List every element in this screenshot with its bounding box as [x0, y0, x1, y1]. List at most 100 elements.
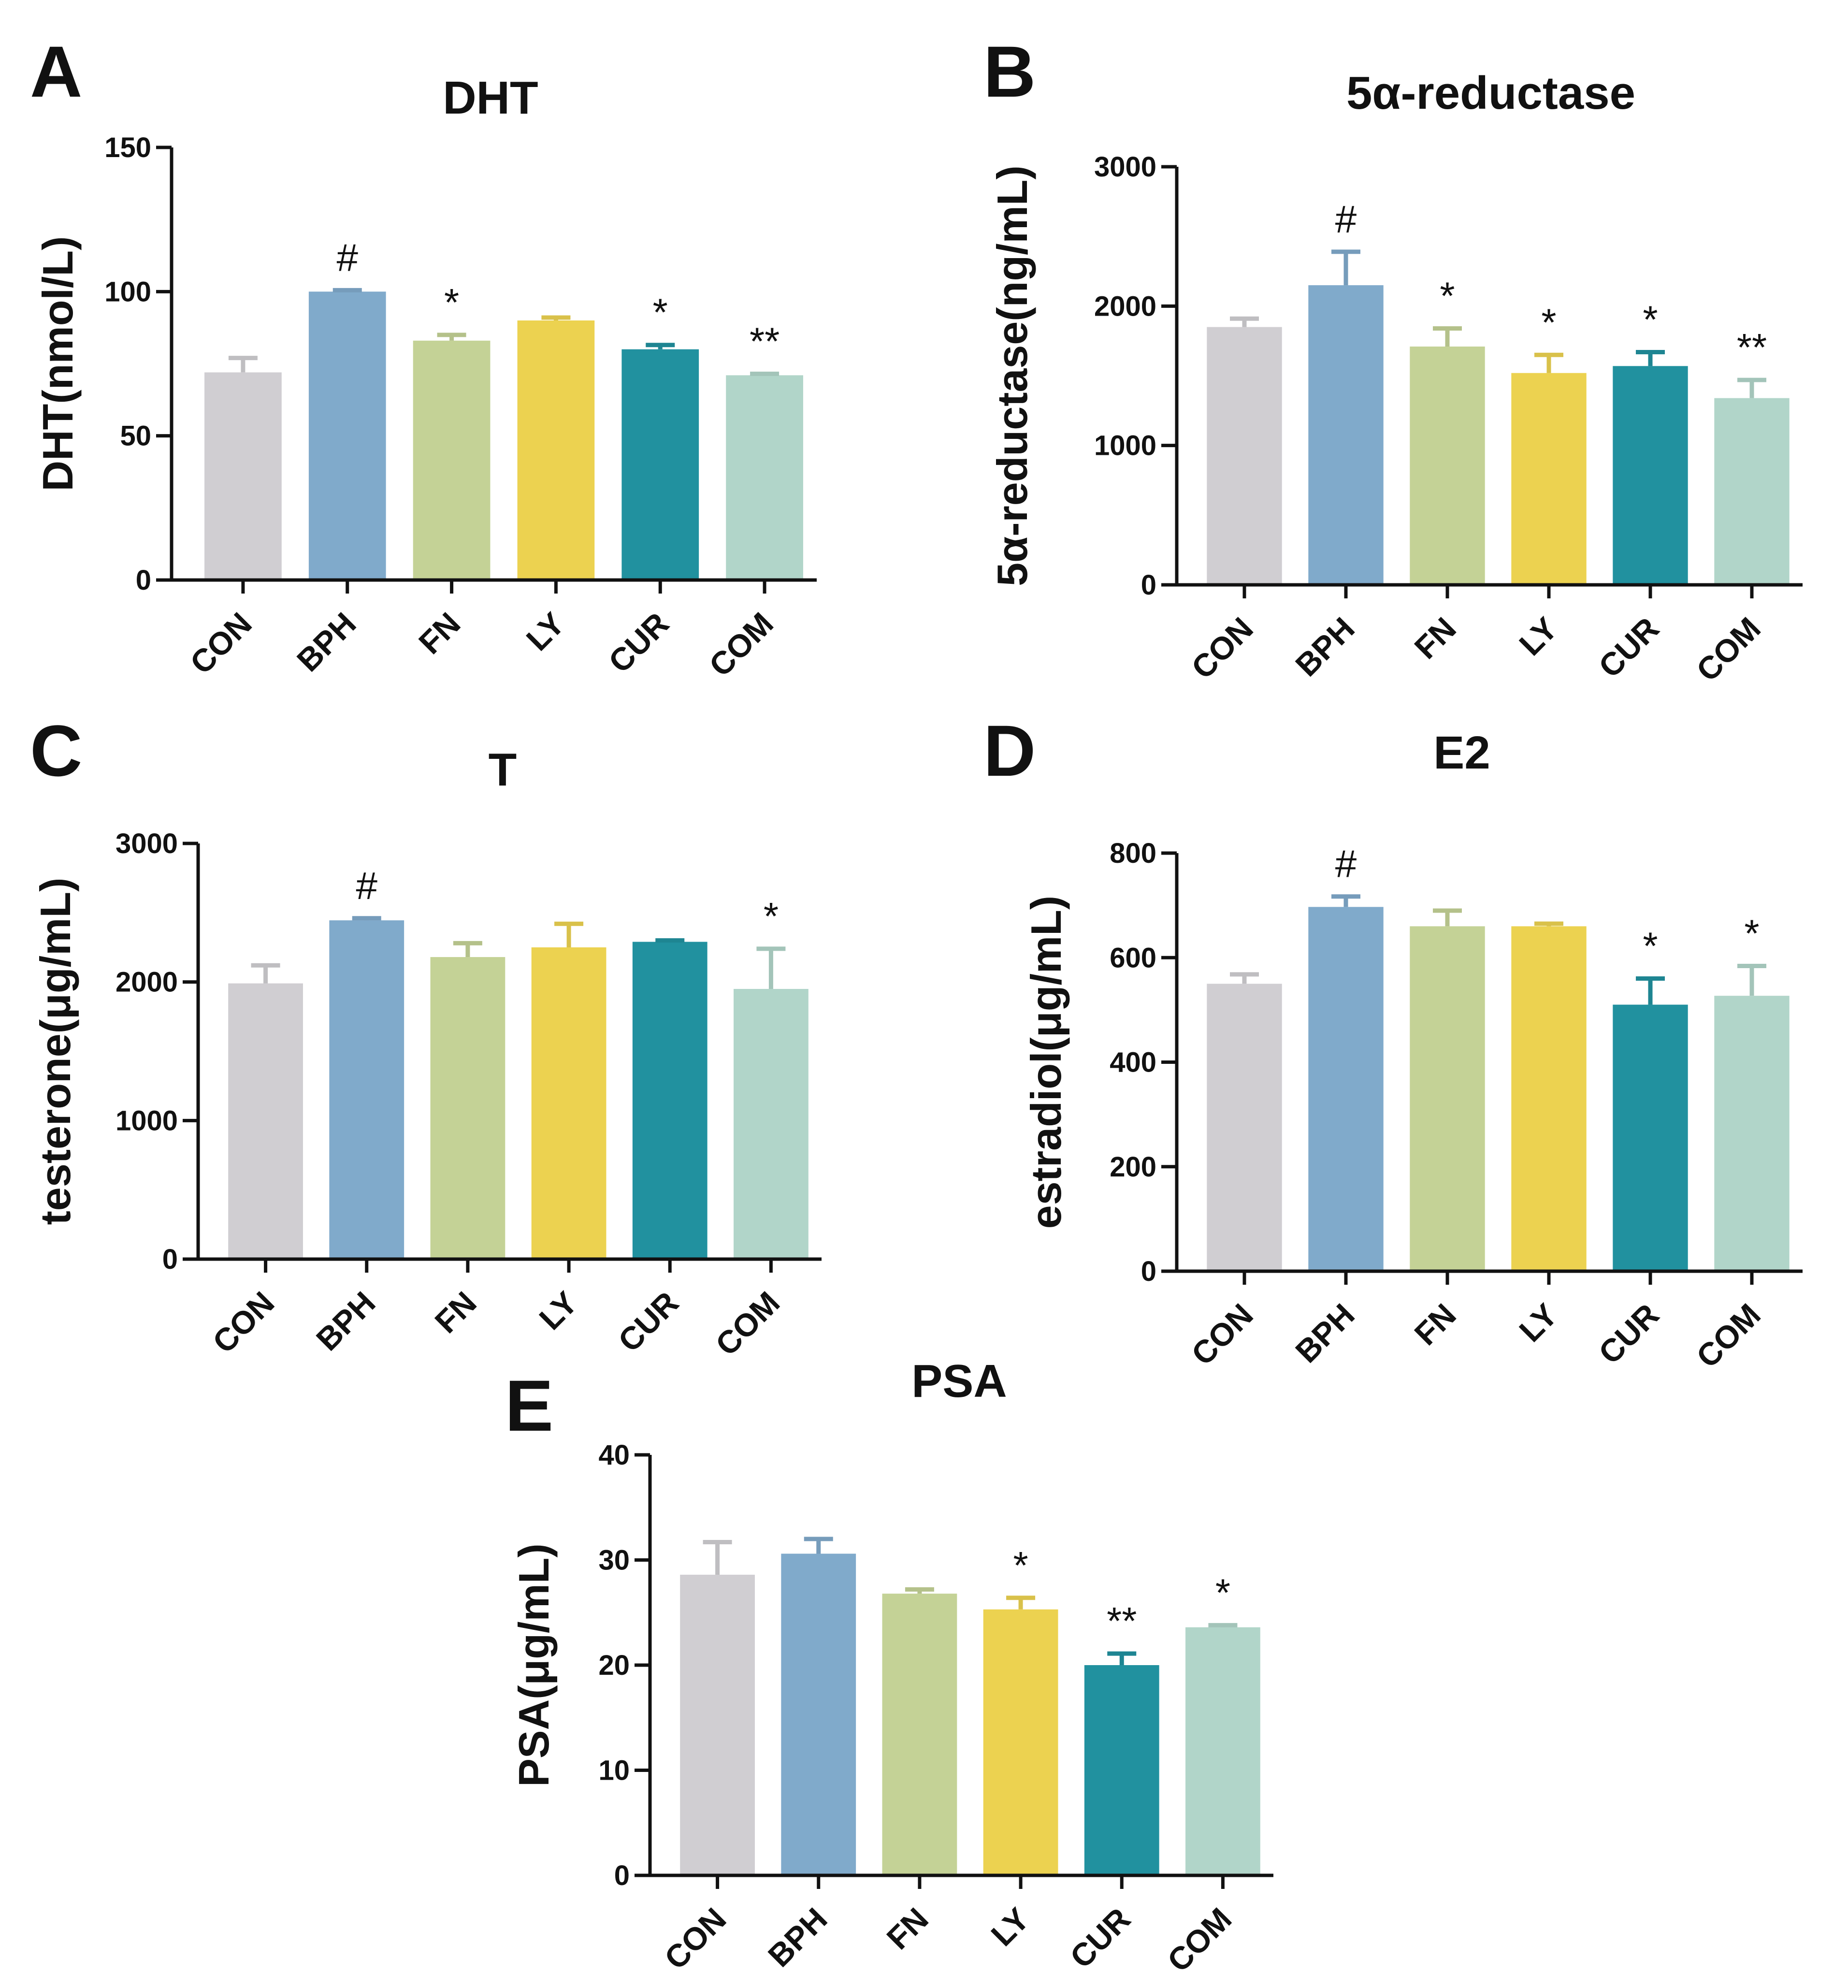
category-label-cur: CUR — [602, 606, 676, 680]
bar-con — [1207, 327, 1282, 585]
category-label-fn: FN — [1407, 610, 1463, 666]
significance-mark-bph: # — [1335, 842, 1357, 885]
bar-cur — [621, 349, 699, 580]
y-tick-label: 1000 — [116, 1105, 178, 1136]
category-label-cur: CUR — [611, 1285, 685, 1359]
category-label-fn: FN — [1407, 1297, 1463, 1352]
bar-ly — [983, 1609, 1058, 1875]
category-label-fn: FN — [428, 1285, 483, 1340]
y-axis-label: PSA(μg/mL) — [510, 1543, 558, 1787]
chart-title: 5α-reductase — [1346, 67, 1635, 119]
panel-e: E PSA PSA(μg/mL) CON BPH FN * LY ** CUR * COM 0 10 20… — [505, 1355, 1273, 1979]
category-label-cur: CUR — [1591, 1297, 1665, 1371]
category-label-bph: BPH — [1288, 1297, 1361, 1370]
significance-mark-com: ** — [1737, 326, 1767, 369]
y-tick-label: 400 — [1110, 1047, 1156, 1078]
bar-com — [734, 989, 808, 1259]
panel-b: B 5α-reductase 5α-reductase(ng/mL) CON # BPH… — [983, 31, 1803, 688]
category-label-con: CON — [1184, 1297, 1260, 1372]
bar-con — [204, 372, 282, 580]
panel-letter-d: D — [983, 710, 1036, 791]
panel-letter-a: A — [30, 31, 82, 112]
bar-bph — [308, 291, 386, 580]
category-label-fn: FN — [412, 606, 467, 661]
significance-mark-cur: * — [1643, 925, 1658, 968]
chart-title: PSA — [911, 1355, 1007, 1407]
significance-mark-cur: * — [653, 291, 668, 334]
category-label-cur: CUR — [1063, 1901, 1137, 1975]
significance-mark-bph: # — [1335, 198, 1357, 241]
panel-letter-e: E — [505, 1365, 553, 1446]
y-axis-label: estradiol(μg/mL) — [1022, 896, 1070, 1229]
significance-mark-fn: * — [1440, 274, 1455, 317]
category-label-ly: LY — [532, 1285, 584, 1337]
y-tick-label: 0 — [136, 565, 151, 596]
y-tick-label: 0 — [1141, 1256, 1156, 1287]
significance-mark-cur: * — [1643, 298, 1658, 341]
significance-mark-com: ** — [750, 319, 780, 363]
bar-cur — [1613, 1004, 1688, 1271]
y-tick-label: 0 — [614, 1860, 630, 1891]
y-axis-label: testerone(μg/mL) — [31, 878, 79, 1225]
y-tick-label: 600 — [1110, 942, 1156, 973]
bar-com — [1714, 398, 1790, 585]
bar-ly — [1511, 373, 1587, 585]
category-label-ly: LY — [1512, 610, 1564, 663]
bar-ly — [531, 947, 606, 1259]
category-label-con: CON — [657, 1901, 733, 1976]
chart-e: PSA PSA(μg/mL) CON BPH FN * LY ** CUR * COM 0 10 20 30… — [510, 1355, 1273, 1979]
y-tick-label: 30 — [598, 1545, 630, 1576]
y-tick-label: 50 — [120, 421, 151, 452]
bar-fn — [1410, 346, 1485, 585]
y-axis-label: 5α-reductase(ng/mL) — [988, 165, 1036, 586]
category-label-con: CON — [1184, 610, 1260, 686]
category-label-bph: BPH — [309, 1285, 382, 1358]
significance-mark-ly: * — [1013, 1544, 1028, 1587]
category-label-fn: FN — [880, 1901, 935, 1957]
chart-d: E2 estradiol(μg/mL) CON # BPH FN LY * CUR * COM 0 20… — [1022, 727, 1803, 1375]
y-axis-label: DHT(nmol/L) — [34, 236, 82, 492]
category-label-ly: LY — [520, 606, 572, 658]
bar-com — [1714, 996, 1790, 1271]
chart-title: T — [489, 744, 517, 796]
y-tick-label: 10 — [598, 1755, 630, 1786]
significance-mark-cur: ** — [1107, 1599, 1137, 1642]
y-tick-label: 100 — [104, 276, 151, 307]
chart-b: 5α-reductase 5α-reductase(ng/mL) CON # BPH * F… — [988, 67, 1803, 688]
chart-title: E2 — [1433, 727, 1490, 779]
y-tick-label: 200 — [1110, 1151, 1156, 1183]
category-label-com: COM — [1689, 610, 1767, 688]
bar-cur — [1084, 1665, 1159, 1875]
significance-mark-com: * — [764, 895, 779, 938]
category-label-cur: CUR — [1591, 610, 1665, 684]
category-label-con: CON — [205, 1285, 281, 1360]
chart-title: DHT — [443, 72, 538, 124]
y-tick-label: 0 — [162, 1244, 178, 1275]
category-label-com: COM — [702, 606, 780, 683]
bar-cur — [1613, 366, 1688, 585]
bar-fn — [430, 957, 505, 1259]
bar-fn — [882, 1594, 957, 1875]
chart-a: DHT DHT(nmol/L) CON # BPH * FN LY * CUR ** COM 0 50 10… — [34, 72, 817, 683]
significance-mark-com: * — [1215, 1571, 1230, 1614]
bar-com — [726, 375, 803, 580]
panel-d: D E2 estradiol(μg/mL) CON # BPH FN LY * CUR * COM 0… — [983, 710, 1803, 1375]
bar-com — [1185, 1627, 1260, 1875]
bar-bph — [329, 920, 404, 1259]
y-tick-label: 2000 — [116, 967, 178, 998]
bar-fn — [413, 340, 491, 580]
significance-mark-com: * — [1744, 912, 1759, 955]
category-label-bph: BPH — [1288, 610, 1361, 683]
panel-letter-b: B — [983, 31, 1036, 112]
y-tick-label: 0 — [1141, 569, 1156, 601]
y-tick-label: 150 — [104, 132, 151, 163]
panel-letter-c: C — [30, 710, 82, 791]
category-label-con: CON — [183, 606, 259, 681]
bar-bph — [1308, 907, 1384, 1271]
y-tick-label: 2000 — [1094, 290, 1156, 322]
bar-con — [228, 983, 303, 1259]
category-label-bph: BPH — [290, 606, 363, 679]
